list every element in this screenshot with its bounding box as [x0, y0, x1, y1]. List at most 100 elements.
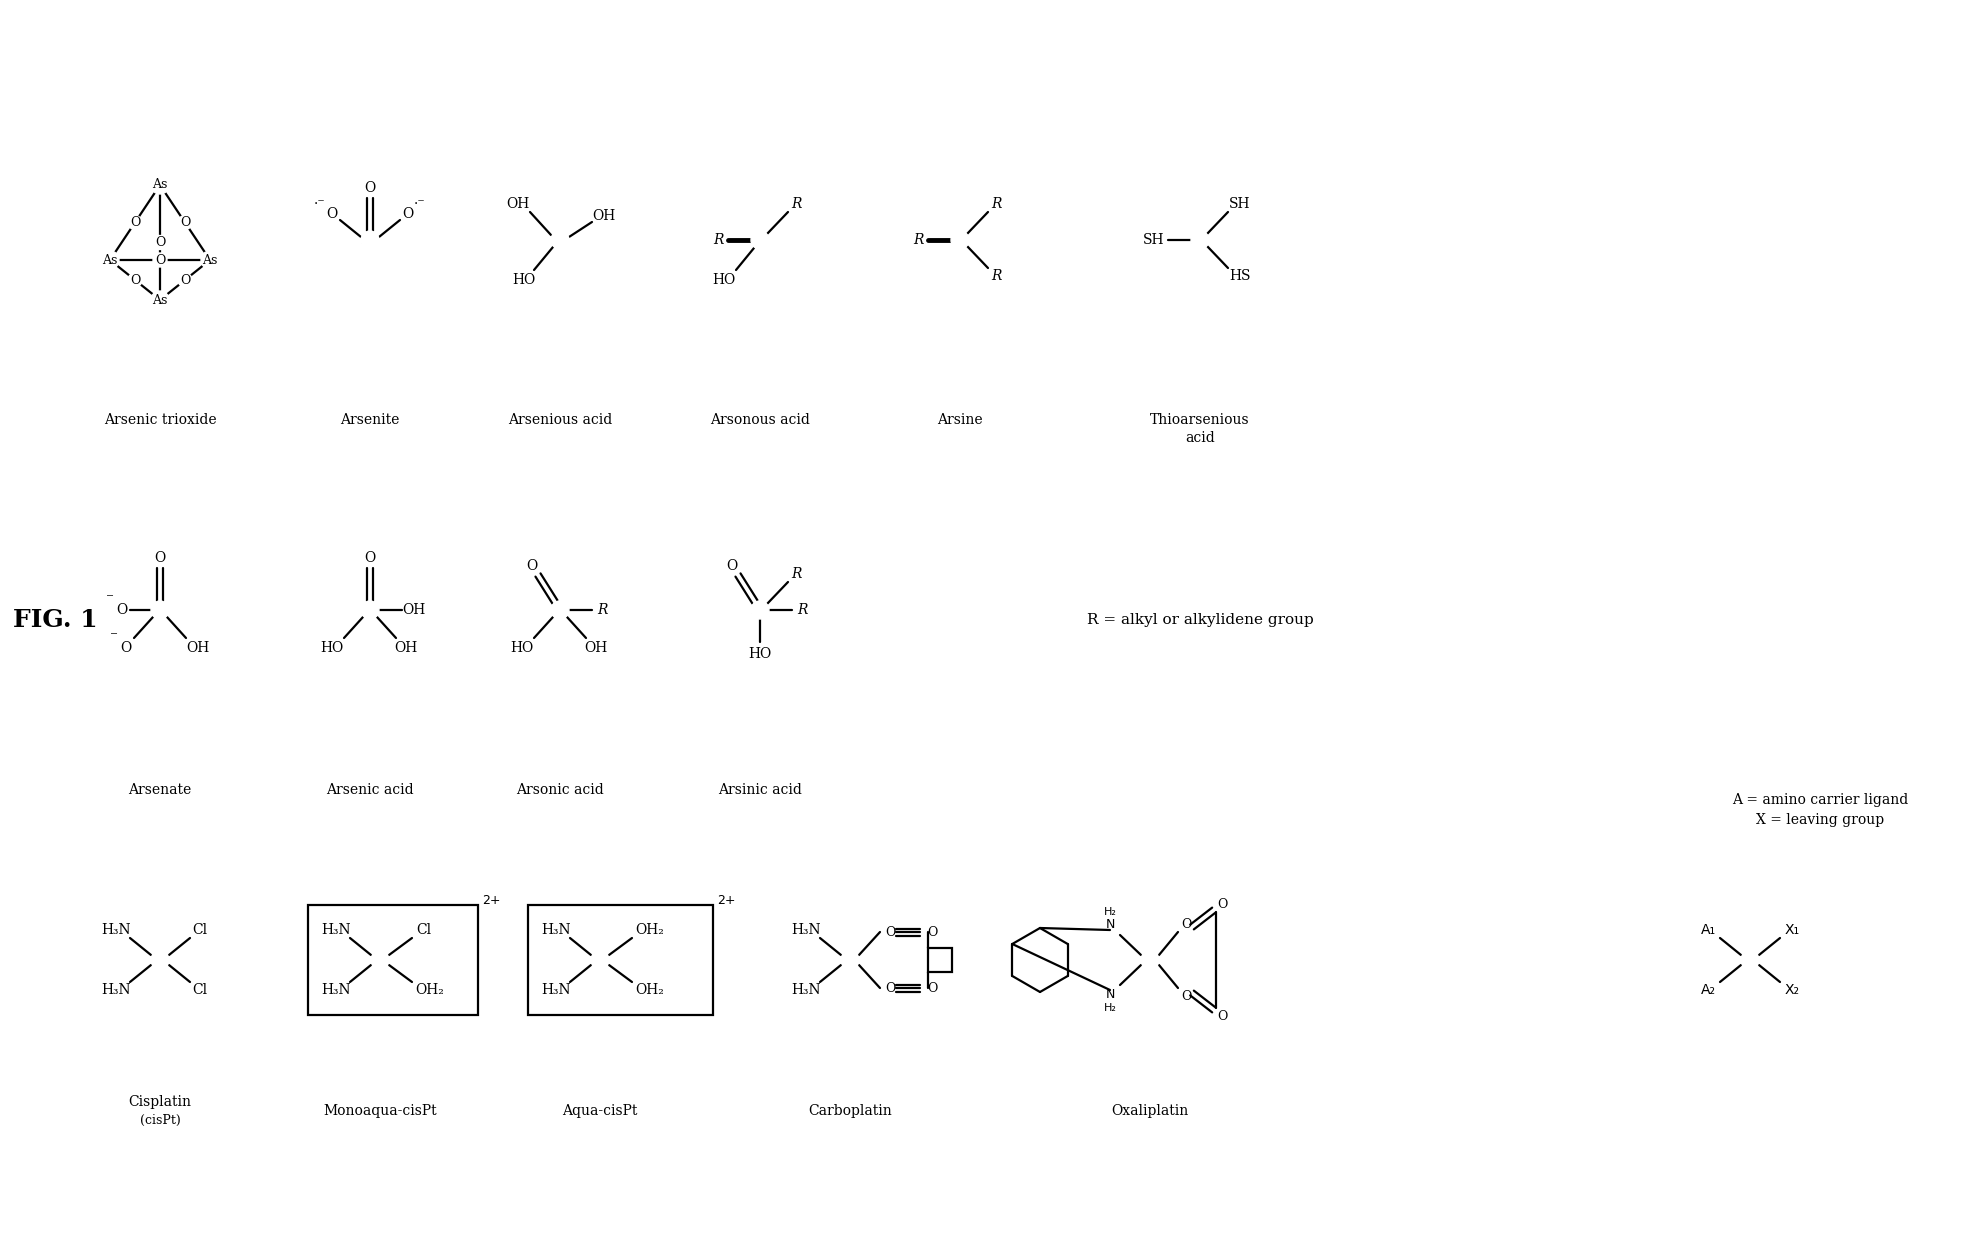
Text: 2+: 2+	[481, 894, 501, 906]
Text: Arsine: Arsine	[937, 413, 983, 427]
Text: Pt: Pt	[1740, 954, 1758, 967]
Text: OH₂: OH₂	[416, 983, 444, 997]
Text: R: R	[712, 233, 722, 247]
Text: R: R	[912, 233, 923, 247]
Text: As: As	[152, 603, 168, 618]
Circle shape	[1740, 951, 1758, 968]
Bar	[527, 905, 712, 1016]
Text: Arsinic acid: Arsinic acid	[718, 782, 801, 797]
Text: O: O	[130, 274, 140, 286]
Circle shape	[178, 273, 191, 286]
Text: HO: HO	[511, 641, 533, 655]
Circle shape	[154, 236, 168, 249]
Text: OH₂: OH₂	[635, 923, 665, 937]
Text: OH: OH	[185, 641, 209, 655]
Text: HO: HO	[712, 273, 736, 286]
Text: Pt: Pt	[152, 954, 168, 967]
Text: H₂: H₂	[1103, 1003, 1117, 1013]
Text: Arsonous acid: Arsonous acid	[710, 413, 809, 427]
Text: R: R	[791, 197, 801, 211]
Text: O: O	[180, 216, 189, 229]
Text: R: R	[791, 567, 801, 582]
Text: As: As	[152, 294, 168, 306]
Text: Aqua-cisPt: Aqua-cisPt	[562, 1104, 637, 1118]
Bar	[927, 949, 951, 972]
Text: As: As	[152, 179, 168, 191]
Text: SH: SH	[1229, 197, 1251, 211]
Circle shape	[550, 231, 568, 249]
Text: HO: HO	[320, 641, 343, 655]
Text: 2+: 2+	[716, 894, 736, 906]
Circle shape	[750, 601, 769, 619]
Text: Arsenate: Arsenate	[128, 782, 191, 797]
Text: N: N	[1105, 988, 1115, 1002]
Circle shape	[1140, 951, 1158, 968]
Text: O: O	[326, 207, 337, 221]
Circle shape	[550, 601, 568, 619]
Text: Cl: Cl	[191, 923, 207, 937]
Text: H₃N: H₃N	[791, 923, 821, 937]
Text: X = leaving group: X = leaving group	[1756, 813, 1882, 827]
Circle shape	[150, 601, 170, 619]
Text: As: As	[201, 253, 217, 267]
Text: R = alkyl or alkylidene group: R = alkyl or alkylidene group	[1085, 613, 1312, 627]
Text: X₁: X₁	[1784, 923, 1799, 937]
Text: HO: HO	[748, 647, 771, 661]
Text: H₃N: H₃N	[101, 983, 130, 997]
Text: FIG. 1: FIG. 1	[12, 608, 97, 632]
Text: O: O	[116, 603, 128, 618]
Bar	[308, 905, 477, 1016]
Text: H₂: H₂	[1103, 906, 1117, 918]
Text: O: O	[154, 236, 166, 249]
Circle shape	[951, 231, 969, 249]
Circle shape	[154, 253, 168, 267]
Text: OH: OH	[507, 197, 529, 211]
Text: R: R	[797, 603, 807, 618]
Text: As: As	[550, 603, 568, 618]
Text: Pt: Pt	[371, 954, 389, 967]
Circle shape	[1190, 231, 1207, 249]
Text: As: As	[361, 603, 379, 618]
Circle shape	[371, 951, 389, 968]
Text: O: O	[180, 274, 189, 286]
Text: Monoaqua-cisPt: Monoaqua-cisPt	[324, 1104, 436, 1118]
Text: OH: OH	[402, 603, 426, 618]
Text: ·⁻: ·⁻	[314, 197, 326, 211]
Text: Cl: Cl	[191, 983, 207, 997]
Text: O: O	[402, 207, 414, 221]
Text: ·⁻: ·⁻	[414, 197, 426, 211]
Circle shape	[128, 216, 142, 229]
Text: O: O	[927, 925, 937, 939]
Text: O: O	[120, 641, 132, 655]
Text: O: O	[884, 982, 894, 994]
Circle shape	[361, 231, 379, 249]
Circle shape	[361, 601, 379, 619]
Text: SH: SH	[1142, 233, 1164, 247]
Text: O: O	[130, 216, 140, 229]
Text: A₂: A₂	[1699, 983, 1715, 997]
Text: HO: HO	[513, 273, 535, 286]
Circle shape	[201, 250, 219, 269]
Text: OH: OH	[592, 210, 616, 223]
Text: N: N	[1105, 919, 1115, 931]
Text: Arsenite: Arsenite	[339, 413, 399, 427]
Text: Carboplatin: Carboplatin	[807, 1104, 892, 1118]
Text: Pt: Pt	[840, 954, 858, 967]
Text: A = amino carrier ligand: A = amino carrier ligand	[1730, 794, 1908, 807]
Text: As: As	[1192, 233, 1207, 247]
Text: ⁻: ⁻	[107, 593, 114, 608]
Text: H₃N: H₃N	[541, 983, 570, 997]
Text: As: As	[361, 233, 379, 247]
Text: As: As	[550, 233, 568, 247]
Text: R: R	[596, 603, 608, 618]
Text: Arsenic trioxide: Arsenic trioxide	[105, 413, 217, 427]
Text: OH₂: OH₂	[635, 983, 665, 997]
Text: Pt: Pt	[1140, 954, 1158, 967]
Text: ⁻: ⁻	[110, 631, 118, 645]
Text: OH: OH	[395, 641, 418, 655]
Text: Arsenic acid: Arsenic acid	[326, 782, 414, 797]
Text: R: R	[990, 197, 1000, 211]
Text: O: O	[365, 181, 375, 195]
Text: Thioarsenious: Thioarsenious	[1150, 413, 1249, 427]
Circle shape	[150, 176, 170, 193]
